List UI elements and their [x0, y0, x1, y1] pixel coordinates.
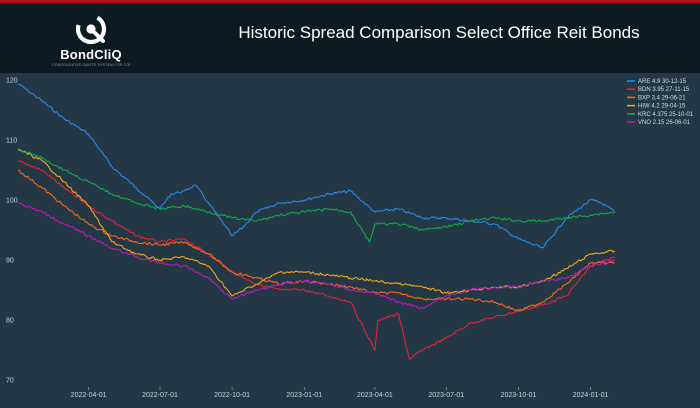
y-axis: 70 80 90 100 110 120: [6, 78, 18, 385]
logo-wordmark: BondCliQ: [60, 47, 122, 62]
header-bar: BondCliQ CONSOLIDATED QUOTE SYSTEM FOR C…: [0, 3, 700, 73]
x-tick-label: 2023-10-01: [501, 392, 537, 399]
legend-item-label: BXP 3.4 29-06-21: [638, 95, 686, 101]
y-tick-label: 90: [6, 258, 14, 265]
x-tick-label: 2022-10-01: [214, 392, 250, 399]
logo-tagline: CONSOLIDATED QUOTE SYSTEM FOR CORPORATE …: [52, 63, 130, 67]
series-line-0: [17, 83, 616, 249]
x-tick-label: 2023-01-01: [286, 392, 322, 399]
chart-title: Historic Spread Comparison Select Office…: [238, 23, 640, 42]
legend-item-label: ARE 4.9 30-12-15: [638, 79, 687, 85]
y-tick-label: 100: [6, 198, 18, 205]
legend-item-label: HIW 4.2 29-04-15: [638, 104, 686, 110]
legend: ARE 4.9 30-12-15 BDN 3.95 27-11-15 BXP 3.4…: [627, 79, 694, 126]
legend-item-label: BDN 3.95 27-11-15: [638, 87, 690, 93]
y-tick-label: 110: [6, 138, 17, 145]
y-tick-label: 120: [6, 78, 18, 85]
legend-item-label: VNO 2.15 26-06-01: [638, 120, 691, 126]
x-tick-label: 2024-01-01: [573, 392, 609, 399]
series-line-3: [17, 148, 616, 297]
bondcliq-logo-icon: [75, 13, 107, 45]
legend-item-label: KRC 4.375 25-10-01: [638, 112, 694, 118]
series-line-5: [17, 202, 615, 309]
x-axis: 2022-04-01 2022-07-01 2022-10-01 2023-01-01…: [71, 387, 609, 399]
x-tick-label: 2023-07-01: [428, 392, 464, 399]
x-tick-label: 2023-04-01: [357, 392, 393, 399]
series-line-1: [17, 160, 616, 360]
x-tick-label: 2022-07-01: [142, 392, 178, 399]
y-tick-label: 80: [6, 318, 14, 325]
series-lines: [17, 83, 616, 360]
series-line-4: [17, 148, 616, 243]
x-tick-label: 2022-04-01: [71, 392, 107, 399]
y-tick-label: 70: [6, 378, 14, 385]
